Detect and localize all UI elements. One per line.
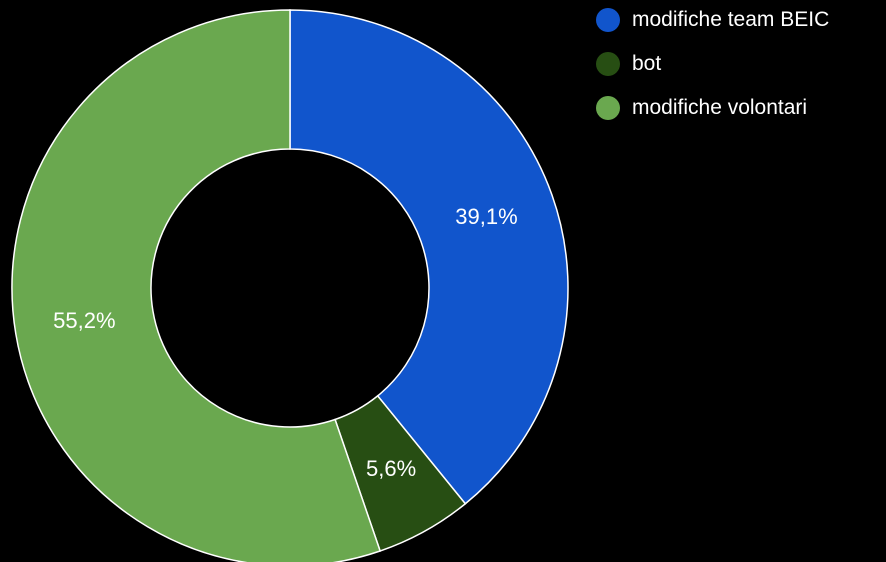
donut-slice-0[interactable]	[289, 9, 569, 505]
legend-swatch-team-beic	[596, 8, 620, 32]
legend-swatch-bot	[596, 52, 620, 76]
legend: modifiche team BEIC bot modifiche volont…	[596, 8, 829, 140]
legend-label-team-beic: modifiche team BEIC	[632, 8, 830, 31]
slice-label-1: 5,6%	[366, 456, 416, 481]
legend-label-bot: bot	[632, 52, 662, 75]
slice-label-2: 55,2%	[53, 308, 115, 333]
legend-item-bot[interactable]: bot	[596, 52, 829, 76]
donut-slice-2[interactable]	[11, 9, 382, 562]
slice-label-0: 39,1%	[455, 204, 517, 229]
legend-label-volontari: modifiche volontari	[632, 96, 808, 119]
legend-swatch-volontari	[596, 96, 620, 120]
legend-item-volontari[interactable]: modifiche volontari	[596, 96, 829, 120]
legend-item-team-beic[interactable]: modifiche team BEIC	[596, 8, 829, 32]
